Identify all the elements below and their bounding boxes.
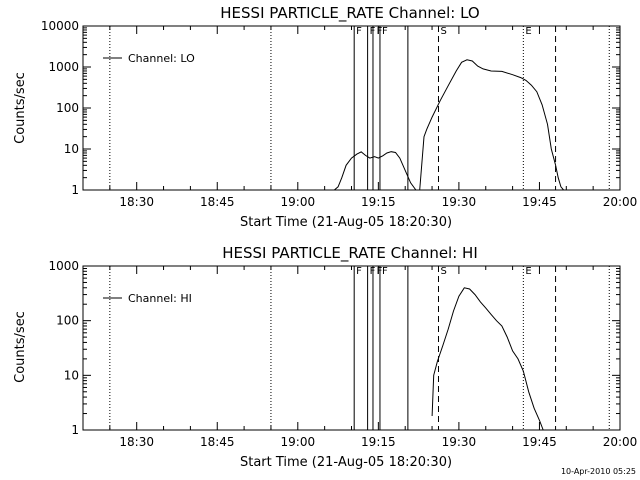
x-axis-label: Start Time (21-Aug-05 18:20:30) [240,215,452,230]
x-tick-label: 19:00 [281,435,316,449]
event-marker-label: E [525,26,531,37]
event-marker-label: F [370,26,376,37]
x-tick-label: 18:30 [119,195,154,209]
y-tick-label: 100 [56,101,79,115]
y-tick-label: 1 [71,183,79,197]
event-marker-label: F [370,266,376,277]
x-tick-label: 19:30 [442,435,477,449]
event-marker-label: S [440,266,446,277]
plot-frame [82,25,621,191]
y-tick-label: 10 [64,142,79,156]
event-marker-label: F [377,266,383,277]
x-tick-label: 19:45 [522,435,557,449]
event-marker-label: F [356,266,362,277]
event-marker-label: F [377,26,383,37]
y-tick-label: 1 [71,423,79,437]
event-marker-label: F [382,266,388,277]
series-line [431,287,544,431]
event-marker-label: F [382,26,388,37]
x-tick-label: 19:45 [522,195,557,209]
y-axis-label: Counts/sec [13,72,28,144]
x-tick-label: 20:00 [603,435,638,449]
legend: Channel: HI [103,292,192,305]
x-axis-label: Start Time (21-Aug-05 18:20:30) [240,455,452,470]
event-marker-label: S [440,26,446,37]
chart-title: HESSI PARTICLE_RATE Channel: HI [222,244,478,263]
render-timestamp: 10-Apr-2010 05:25 [561,467,636,476]
x-tick-label: 19:15 [361,435,396,449]
x-tick-label: 19:30 [442,195,477,209]
x-tick-label: 19:15 [361,195,396,209]
x-tick-label: 18:45 [200,435,235,449]
y-axis-label: Counts/sec [13,311,28,383]
y-tick-label: 10000 [41,19,79,33]
plot-frame [82,265,621,431]
legend-label-lo: Channel: LO [128,52,195,65]
lo-channel-panel: HESSI PARTICLE_RATE Channel: LO Start Ti… [13,4,637,230]
y-tick-label: 100 [56,314,79,328]
chart-title: HESSI PARTICLE_RATE Channel: LO [220,4,479,23]
x-tick-label: 19:00 [281,195,316,209]
series-line [333,59,566,191]
event-marker-label: E [525,266,531,277]
x-tick-label: 18:30 [119,435,154,449]
y-tick-label: 1000 [48,60,79,74]
legend-label-hi: Channel: HI [128,292,192,305]
y-tick-label: 1000 [48,259,79,273]
event-marker-label: F [356,26,362,37]
x-tick-label: 20:00 [603,195,638,209]
y-tick-label: 10 [64,368,79,382]
hi-channel-panel: HESSI PARTICLE_RATE Channel: HI Start Ti… [13,244,637,470]
x-tick-label: 18:45 [200,195,235,209]
legend: Channel: LO [103,52,195,65]
